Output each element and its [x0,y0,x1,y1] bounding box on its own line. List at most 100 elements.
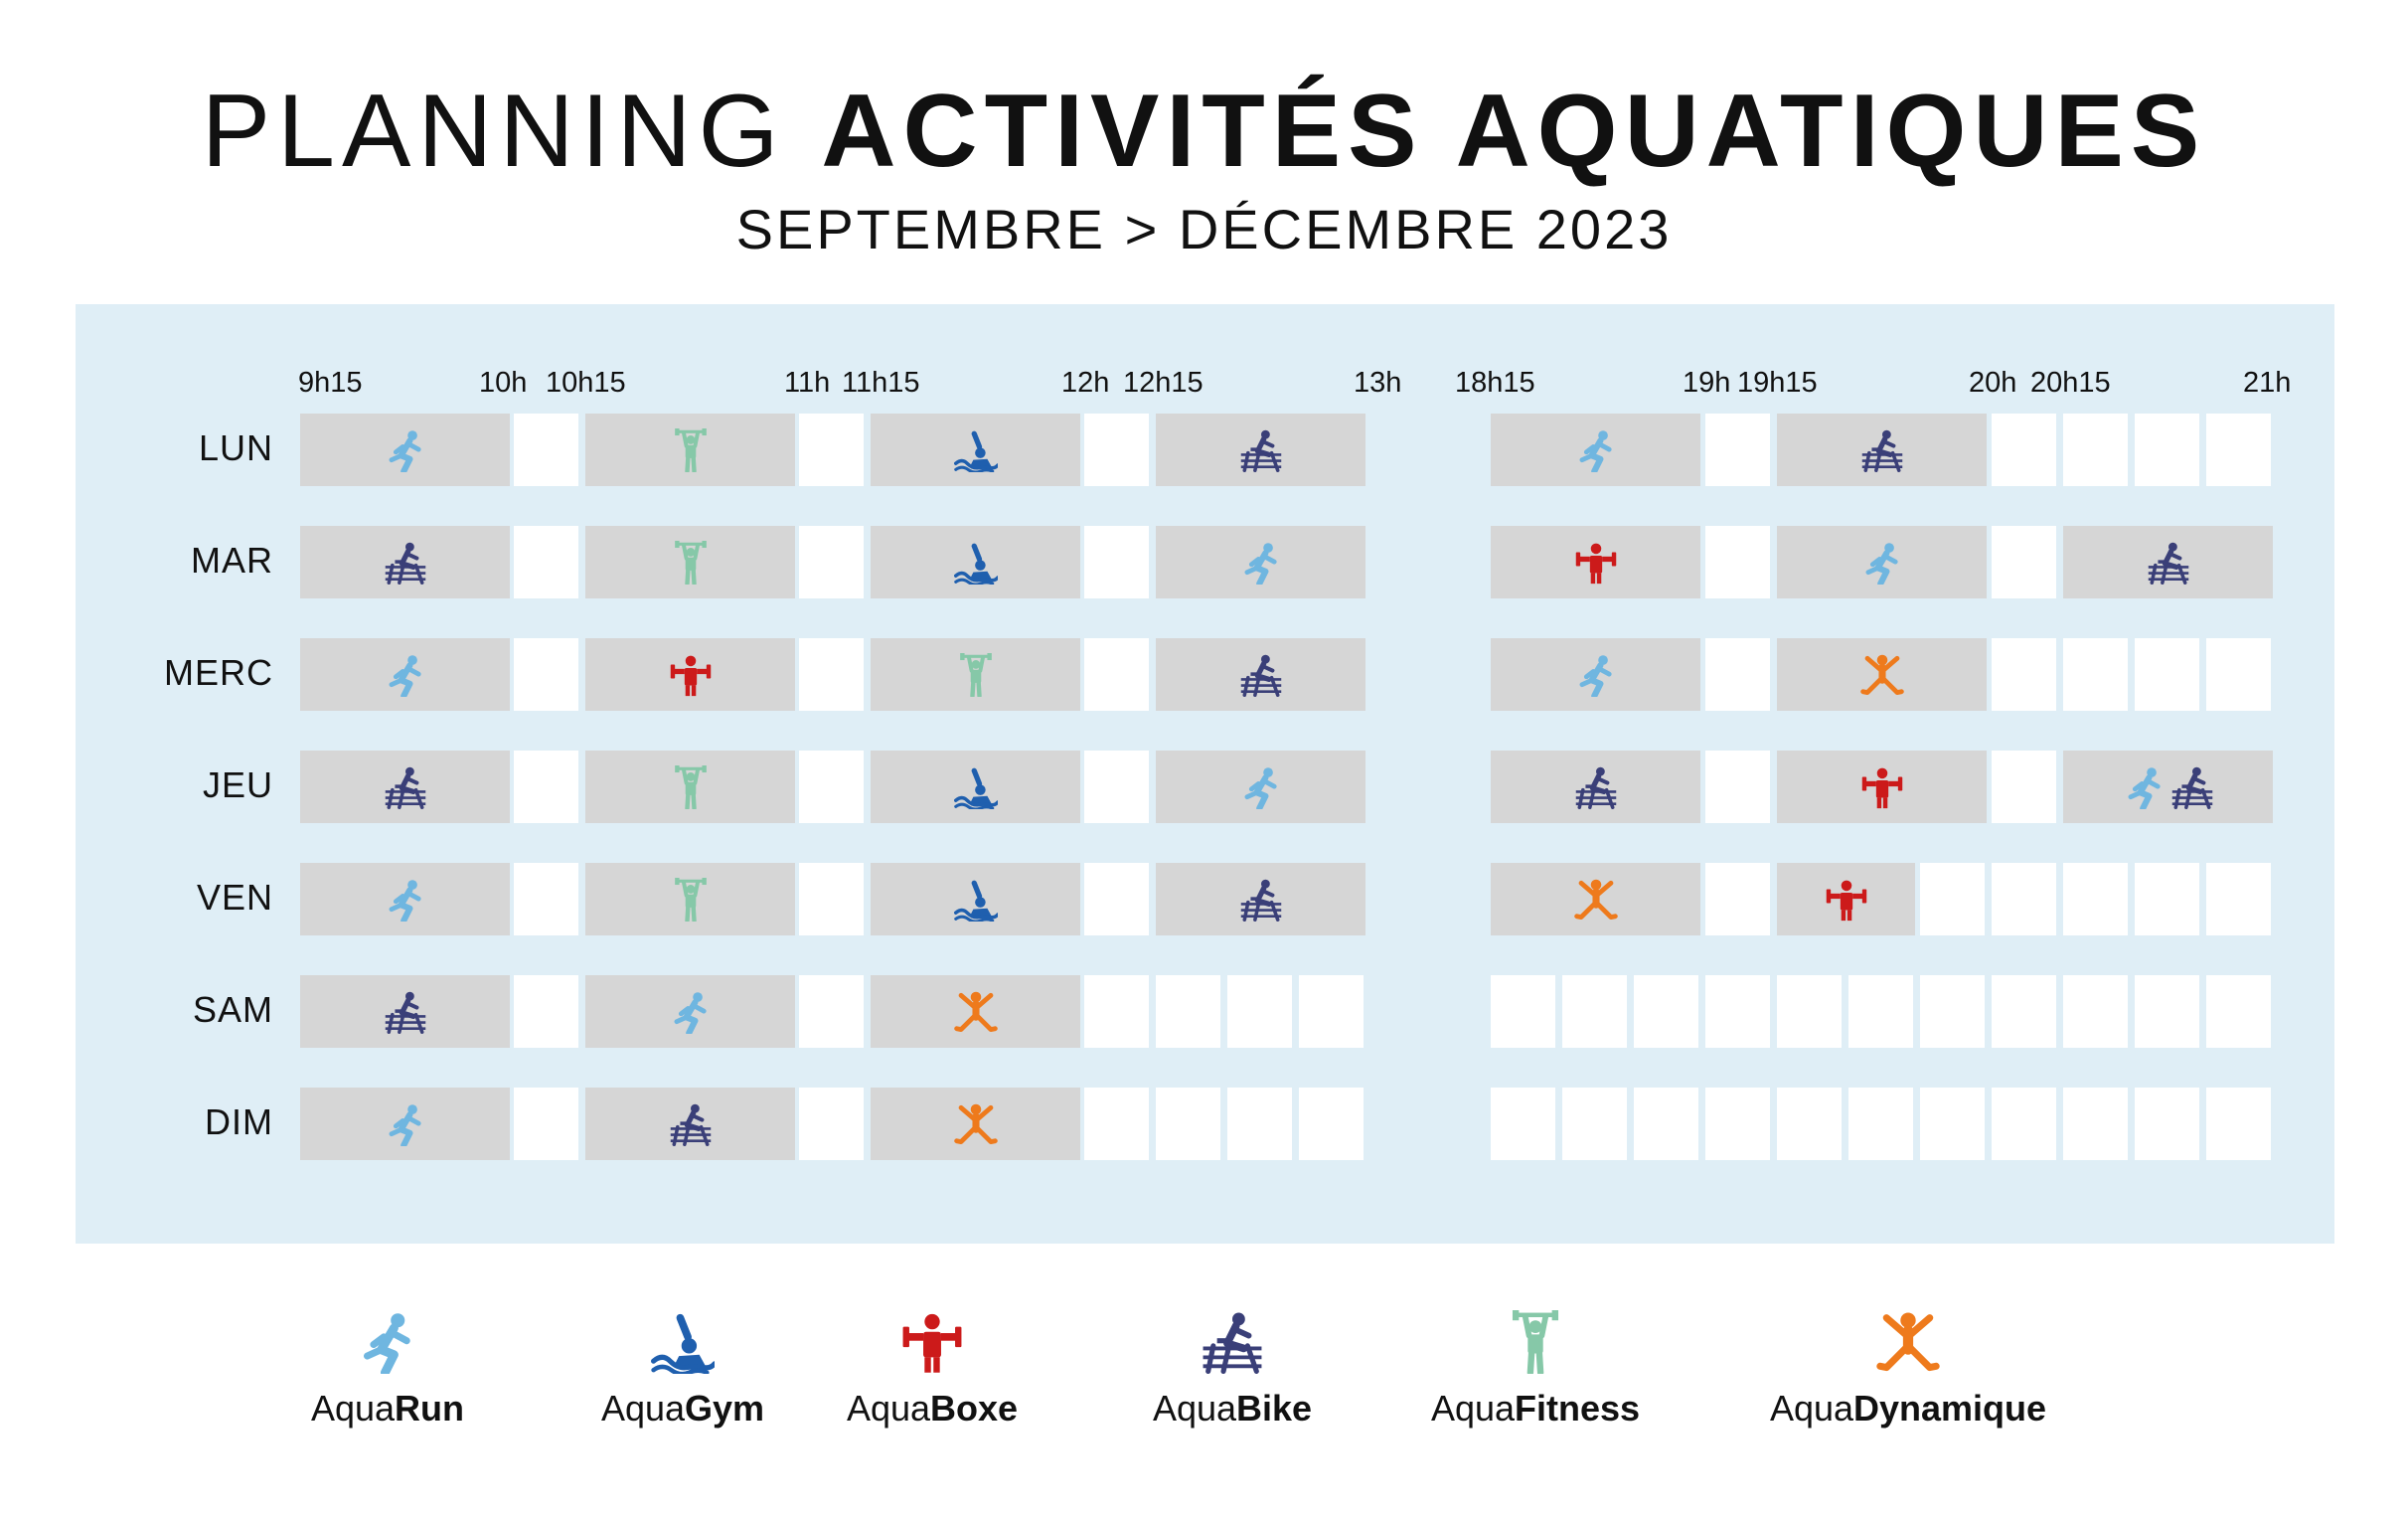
empty-slot [2063,1088,2128,1160]
empty-slot [1705,526,1770,598]
empty-slot [1084,975,1149,1048]
dumbbell-person-icon [1574,541,1618,585]
empty-slot [1992,526,2056,598]
empty-slot [1084,638,1149,711]
day-label: LUN [198,427,273,468]
activity-slot [1156,526,1365,598]
swimmer-icon [953,428,998,472]
empty-slot [799,526,864,598]
running-person-icon [1239,765,1283,809]
empty-slot [1992,638,2056,711]
legend-prefix: Aqua [1152,1388,1237,1429]
activity-slot [2063,526,2273,598]
empty-slot [514,975,578,1048]
legend-label: AquaGym [578,1388,787,1430]
bike-rider-icon [1239,878,1283,922]
activity-slot [871,751,1080,823]
day-label: MERC [164,652,273,693]
legend-item-gym: AquaGym [578,1310,787,1430]
empty-slot [799,863,864,935]
bike-rider-icon [2147,541,2190,585]
activity-slot [1156,751,1365,823]
empty-slot [2063,863,2128,935]
bike-rider-icon [1860,428,1904,472]
activity-slot [300,751,510,823]
empty-slot [1227,1088,1292,1160]
time-label: 20h15 [2030,367,2111,399]
empty-slot [1491,1088,1555,1160]
activity-slot [585,751,795,823]
activity-slot [1777,414,1987,486]
activity-slot [300,975,510,1048]
activity-slot [871,1088,1080,1160]
empty-slot [2135,863,2199,935]
running-person-icon [384,878,427,922]
running-person-icon [669,990,713,1034]
legend-label: AquaRun [298,1388,477,1430]
time-label: 10h15 [546,367,626,399]
empty-slot [799,414,864,486]
running-person-icon [1574,428,1618,472]
activity-slot [1777,526,1987,598]
empty-slot [2206,414,2271,486]
legend-name: Dynamique [1853,1388,2047,1429]
empty-slot [1992,414,2056,486]
weightlifter-icon [669,877,713,922]
empty-slot [514,751,578,823]
activity-slot [585,638,795,711]
empty-slot [1156,1088,1220,1160]
bike-rider-icon [384,765,427,809]
empty-slot [1634,975,1698,1048]
legend-name: Gym [685,1388,765,1429]
legend-item-run: AquaRun [298,1310,477,1430]
title-light: PLANNING [201,74,786,189]
empty-slot [1084,863,1149,935]
day-label: VEN [196,877,273,918]
time-label: 11h15 [842,367,920,399]
swimmer-icon [578,1310,787,1374]
jumping-person-icon [953,990,998,1034]
empty-slot [1777,1088,1842,1160]
empty-slot [1992,751,2056,823]
empty-slot [1992,1088,2056,1160]
time-label: 21h [2243,367,2292,399]
running-person-icon [2123,765,2167,809]
empty-slot [2135,414,2199,486]
weightlifter-icon [669,764,713,809]
running-person-icon [1239,541,1283,585]
empty-slot [1920,975,1985,1048]
activity-slot [1156,414,1365,486]
empty-slot [1705,638,1770,711]
swimmer-icon [953,878,998,922]
jumping-person-icon [1749,1310,2067,1374]
time-label: 13h [1354,367,1402,399]
activity-slot [585,414,795,486]
empty-slot [799,638,864,711]
activity-slot [585,526,795,598]
activity-slot [1491,863,1700,935]
page-title: PLANNING ACTIVITÉS AQUATIQUES [0,72,2408,191]
empty-slot [514,1088,578,1160]
running-person-icon [1860,541,1904,585]
empty-slot [1848,1088,1913,1160]
empty-slot [1920,863,1985,935]
time-label: 11h [784,367,831,399]
day-label: DIM [205,1101,273,1142]
empty-slot [2206,638,2271,711]
empty-slot [514,526,578,598]
activity-slot [1491,414,1700,486]
page-subtitle: SEPTEMBRE > DÉCEMBRE 2023 [735,198,1673,260]
bike-rider-icon [1239,653,1283,697]
empty-slot [1705,975,1770,1048]
empty-slot [2206,863,2271,935]
bike-rider-icon [669,1102,713,1146]
swimmer-icon [953,541,998,585]
empty-slot [1084,1088,1149,1160]
legend-label: AquaBoxe [833,1388,1032,1430]
empty-slot [799,751,864,823]
bike-rider-icon [384,541,427,585]
empty-slot [1705,1088,1770,1160]
legend-prefix: Aqua [1769,1388,1854,1429]
weightlifter-icon [1416,1310,1655,1374]
jumping-person-icon [1859,653,1904,697]
